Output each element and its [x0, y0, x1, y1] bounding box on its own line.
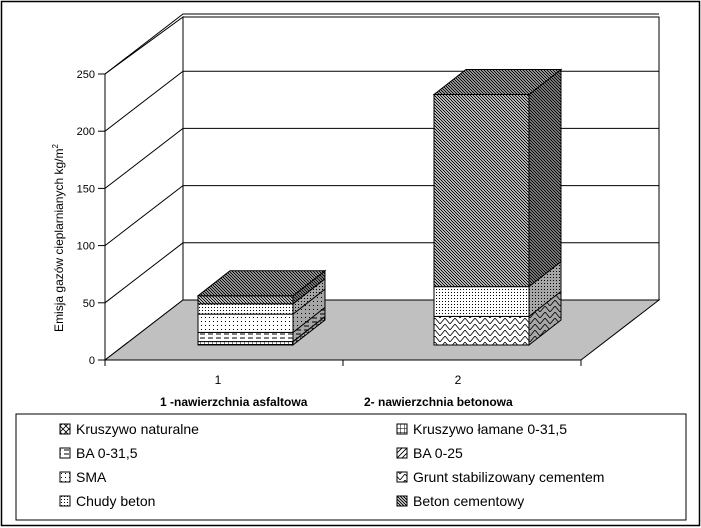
gridline	[104, 13, 659, 75]
bar-top-shade	[434, 69, 561, 95]
legend-label: BA 0-25	[413, 445, 463, 461]
bar-segment-2-6	[433, 290, 562, 347]
legend-label: Grunt stabilizowany cementem	[413, 469, 604, 485]
bar-side-shade	[293, 278, 325, 315]
bar-front-face	[433, 286, 530, 317]
bar-side-shade	[293, 270, 325, 304]
legend-swatch	[59, 471, 71, 483]
bar-front-face	[197, 341, 294, 346]
floor	[103, 299, 661, 361]
legend-item: SMA	[59, 469, 107, 485]
bar-side-shade	[293, 289, 325, 333]
legend-label: BA 0-31,5	[76, 445, 138, 461]
legend-item: BA 0-25	[396, 445, 463, 461]
bar-segment-2-8	[433, 68, 562, 288]
y-tick-label: 0	[89, 355, 95, 367]
bar-front-face	[197, 295, 294, 305]
bar-layer	[196, 68, 563, 347]
legend-swatch	[396, 495, 408, 507]
back-wall	[182, 16, 660, 301]
legend-item: Kruszywo łamane 0-31,5	[396, 421, 567, 437]
legend-item: Chudy beton	[59, 493, 155, 509]
bar-front-face	[433, 315, 530, 346]
legend-item: Beton cementowy	[396, 493, 524, 509]
legend-item: Kruszywo naturalne	[59, 421, 199, 437]
legend-layer: Kruszywo naturalne Kruszywo łamane 0-31,5…	[59, 421, 604, 509]
category-tick-1: 1	[215, 373, 222, 387]
category-tick-2: 2	[455, 373, 462, 387]
y-tick-label: 250	[77, 69, 95, 81]
legend-item: Grunt stabilizowany cementem	[396, 469, 604, 485]
bar-front-face	[197, 331, 294, 343]
category-label-1: 1 -nawierzchnia asfaltowa	[160, 395, 308, 409]
legend-label: Chudy beton	[76, 493, 155, 509]
legend-swatch	[396, 447, 408, 459]
axis-layer: 0 50 100 150 200 250	[77, 69, 582, 367]
bar-top-shade	[198, 270, 325, 296]
bar-segment-2-7	[433, 260, 562, 318]
bar-segment-1-8	[197, 269, 326, 305]
y-tick-label: 100	[77, 241, 95, 253]
legend-swatch	[59, 447, 71, 459]
bar-top-face-2	[432, 68, 563, 95]
category-label-2: 2- nawierzchnia betonowa	[364, 395, 513, 409]
y-axis-label: Emisja gazów cieplarnianych kg/m2	[51, 144, 66, 332]
bar-side-shade	[293, 316, 325, 345]
bar-side-shade	[529, 261, 561, 317]
bar-front-face	[433, 93, 530, 288]
legend-box	[15, 413, 687, 521]
legend-swatch	[59, 423, 71, 435]
legend-swatch	[396, 471, 408, 483]
bar-segment-1-3	[197, 306, 326, 343]
legend-label: SMA	[76, 469, 107, 485]
y-tick-label: 150	[77, 183, 95, 195]
legend-swatch	[59, 495, 71, 507]
bar-side-shade	[529, 291, 561, 345]
bar-front-face	[197, 303, 294, 315]
bar-segment-1-5	[197, 288, 326, 334]
y-axis-label-sup: 2	[51, 144, 60, 149]
bar-side-shade	[293, 307, 325, 342]
legend-swatch	[396, 423, 408, 435]
legend-label: Kruszywo łamane 0-31,5	[413, 421, 567, 437]
bar-top-face-1	[196, 270, 327, 297]
legend-label: Kruszywo naturalne	[76, 421, 199, 437]
y-axis-label-text: Emisja gazów cieplarnianych kg/m	[52, 149, 66, 332]
y-tick-label: 50	[83, 298, 95, 310]
legend-item: BA 0-31,5	[59, 445, 138, 461]
legend-label: Beton cementowy	[413, 493, 524, 509]
bar-side-shade	[529, 69, 561, 287]
bar-segment-1-7	[197, 277, 326, 316]
bar-front-face	[197, 313, 294, 333]
y-tick-label: 200	[77, 126, 95, 138]
